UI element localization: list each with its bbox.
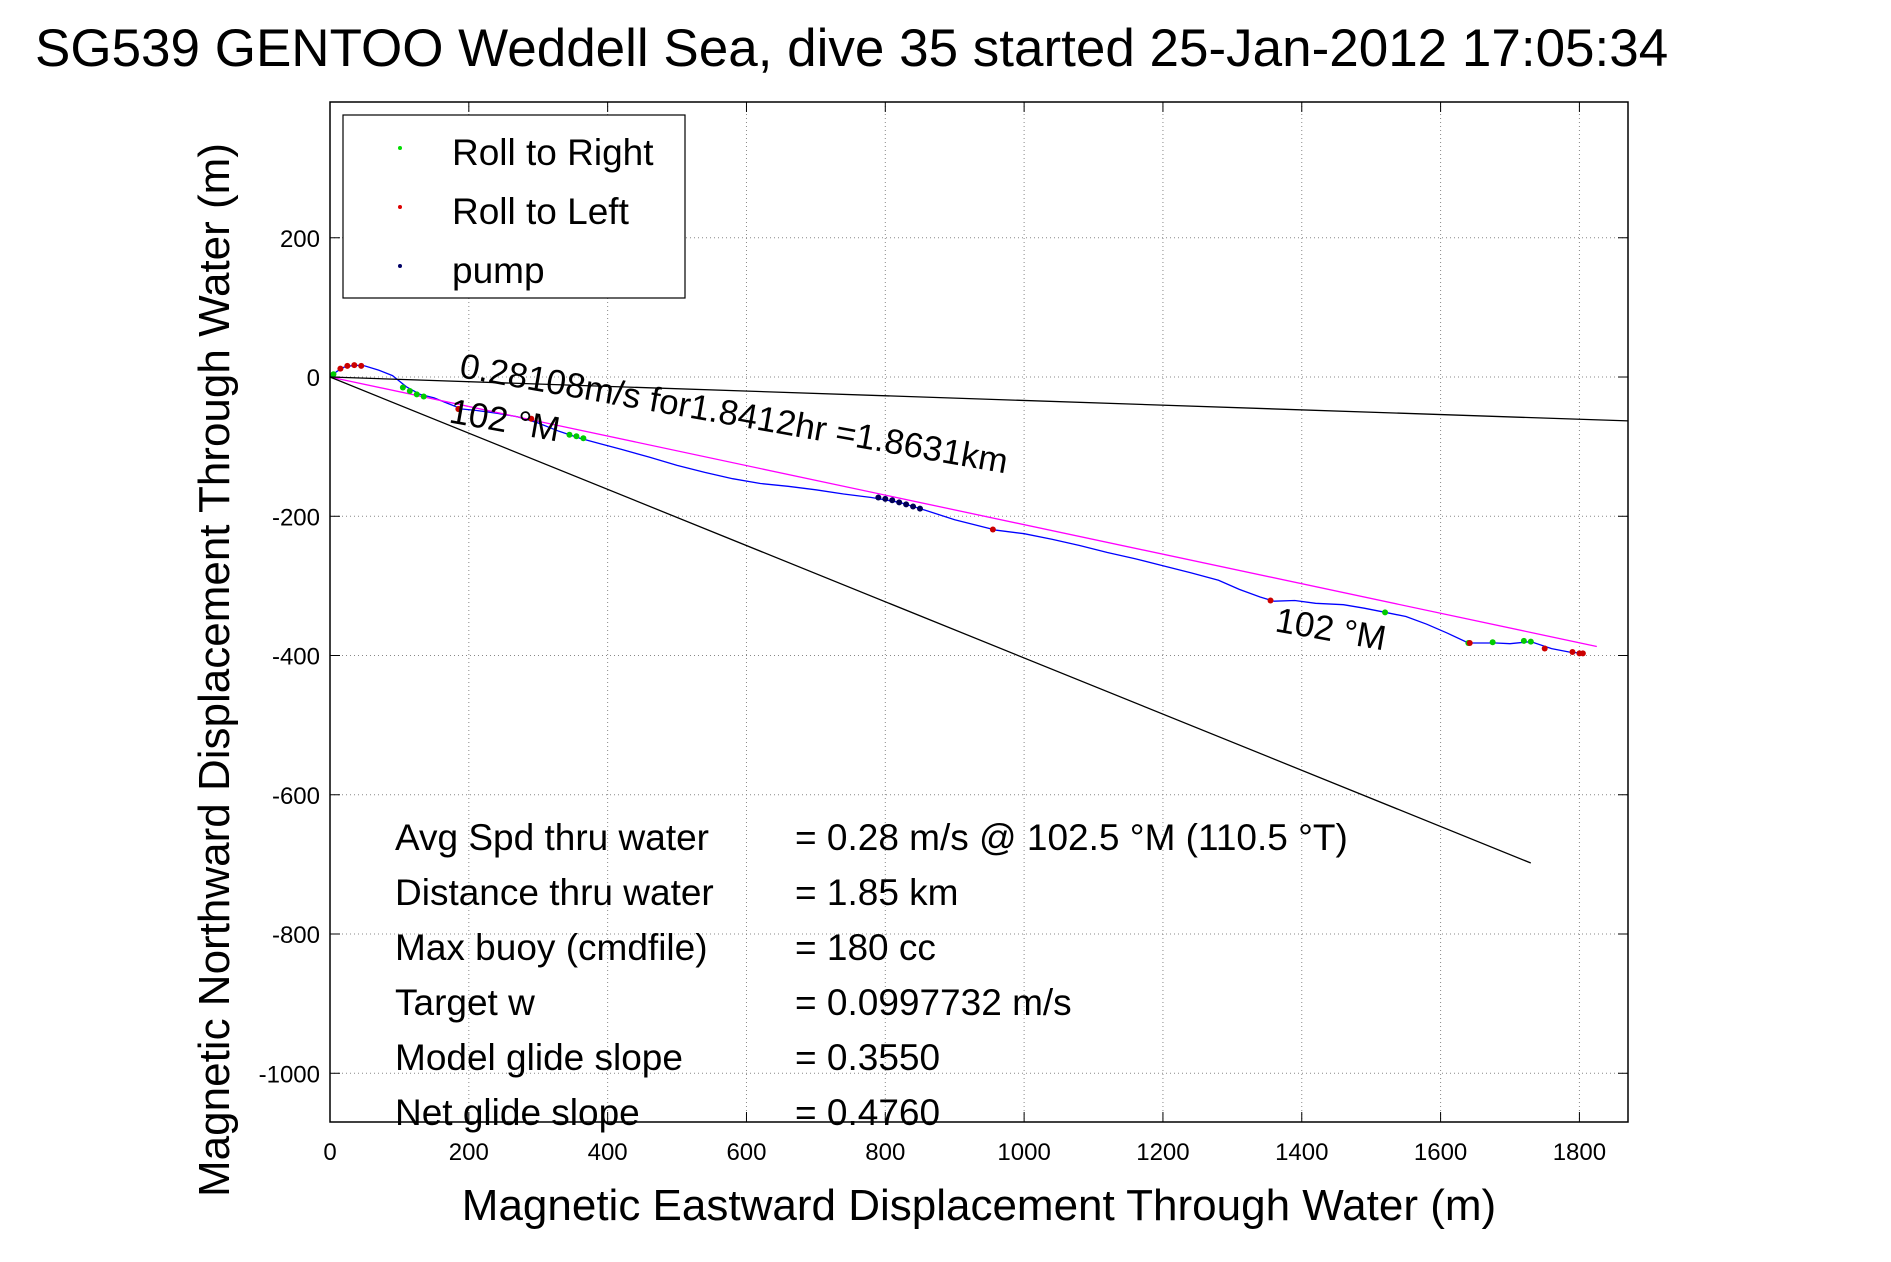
x-tick-label: 1000 (997, 1139, 1050, 1166)
marker-roll-right (406, 387, 413, 394)
legend: Roll to Right Roll to Left pump (342, 114, 686, 299)
stat-label: Model glide slope (395, 1037, 683, 1078)
marker-pump (917, 505, 923, 512)
stat-value: = 180 cc (795, 927, 936, 968)
marker-roll-right (399, 384, 406, 391)
marker-roll-left (358, 362, 365, 369)
x-tick-label: 400 (588, 1139, 628, 1166)
x-tick-label: 200 (449, 1139, 489, 1166)
y-tick-label: -400 (272, 644, 320, 671)
marker-roll-left (344, 362, 351, 369)
marker-pump (889, 497, 896, 504)
y-axis-label: Magnetic Northward Displacement Through … (190, 143, 239, 1197)
y-tick-label: -1000 (259, 1061, 320, 1088)
x-axis-label: Magnetic Eastward Displacement Through W… (462, 1181, 1496, 1230)
marker-pump (882, 495, 889, 502)
marker-roll-left (989, 526, 996, 533)
series-heading-line-2 (330, 376, 1532, 864)
stat-label: Target w (395, 982, 535, 1023)
legend-label: Roll to Left (452, 191, 630, 232)
marker-roll-right (1527, 638, 1534, 645)
series-fit-line (330, 376, 1597, 648)
y-tick-label: 0 (307, 365, 320, 392)
marker-roll-left (337, 365, 344, 372)
stat-label: Max buoy (cmdfile) (395, 927, 708, 968)
marker-roll-right (420, 393, 427, 400)
marker-roll-left (1466, 639, 1473, 646)
x-tick-label: 1600 (1414, 1139, 1467, 1166)
stat-value: = 0.4760 (795, 1092, 940, 1133)
x-tick-label: 0 (323, 1139, 336, 1166)
marker-roll-right (413, 391, 420, 398)
marker-roll-left (1579, 650, 1586, 657)
y-tick-label: -200 (272, 504, 320, 531)
stat-label: Distance thru water (395, 872, 714, 913)
marker-roll-left (528, 415, 535, 422)
legend-marker (398, 264, 402, 268)
x-tick-label: 600 (726, 1139, 766, 1166)
marker-pump (875, 494, 882, 501)
series-heading-line-1 (330, 376, 1628, 422)
marker-pump (896, 499, 903, 506)
y-tick-label: -800 (272, 922, 320, 949)
stat-value: = 1.85 km (795, 872, 959, 913)
marker-roll-left (1267, 597, 1274, 604)
y-tick-label: 200 (280, 226, 320, 253)
legend-marker (398, 146, 402, 150)
x-tick-label: 1800 (1553, 1139, 1606, 1166)
stat-label: Net glide slope (395, 1092, 640, 1133)
stats-block: Avg Spd thru water = 0.28 m/s @ 102.5 °M … (395, 817, 1348, 1133)
plot-frame (329, 101, 1629, 1123)
marker-roll-left (1541, 645, 1548, 652)
legend-label: pump (452, 250, 545, 291)
marker-roll-right (580, 435, 587, 442)
y-tick-label: -600 (272, 783, 320, 810)
marker-roll-right (573, 433, 580, 440)
marker-roll-right (1520, 637, 1527, 644)
stat-label: Avg Spd thru water (395, 817, 709, 858)
stat-value: = 0.3550 (795, 1037, 940, 1078)
marker-pump (903, 501, 910, 508)
marker-roll-right (566, 431, 573, 438)
x-tick-label: 800 (865, 1139, 905, 1166)
marker-roll-right (330, 371, 337, 378)
axis-ticks: 0 200 400 600 800 1000 1200 1400 1600 1800 -1000 -8… (259, 102, 1628, 1166)
stat-value: = 0.28 m/s @ 102.5 °M (110.5 °T) (795, 817, 1348, 858)
marker-pump (910, 503, 917, 510)
x-tick-label: 1400 (1275, 1139, 1328, 1166)
chart-title: SG539 GENTOO Weddell Sea, dive 35 starte… (35, 19, 1668, 78)
marker-roll-left (1569, 649, 1576, 656)
stat-value: = 0.0997732 m/s (795, 982, 1072, 1023)
marker-roll-left (351, 362, 358, 369)
x-tick-label: 1200 (1136, 1139, 1189, 1166)
legend-marker (398, 205, 402, 209)
marker-roll-left (455, 406, 462, 413)
legend-label: Roll to Right (452, 132, 654, 173)
marker-roll-right (1489, 639, 1496, 646)
marker-roll-right (1382, 609, 1389, 616)
